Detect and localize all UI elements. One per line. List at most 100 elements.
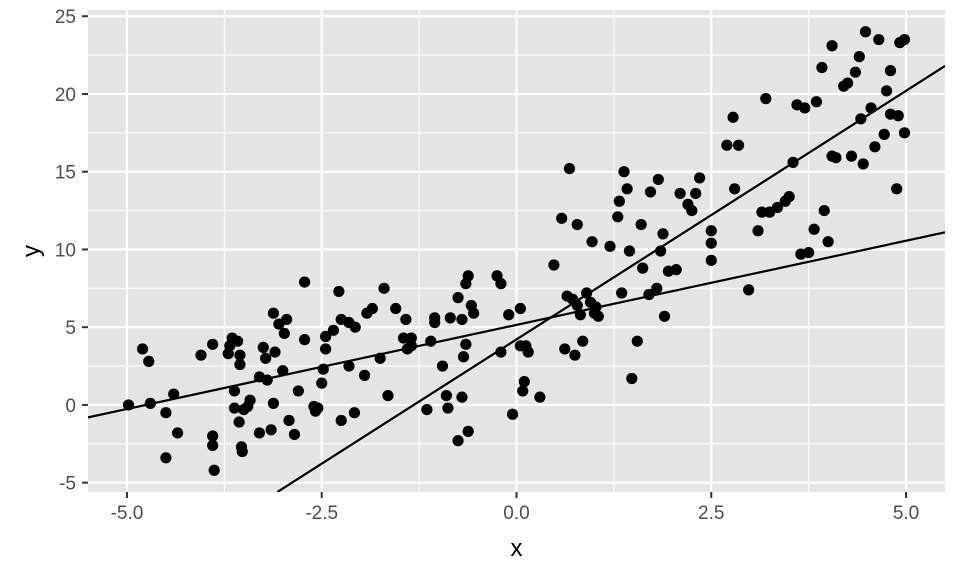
data-point [674, 187, 686, 200]
data-point [869, 141, 881, 153]
data-point [635, 218, 647, 231]
data-point [468, 307, 480, 319]
data-point [269, 346, 281, 358]
data-point [333, 285, 345, 298]
data-point [563, 162, 576, 175]
data-point [444, 312, 456, 324]
y-tick-label: -5 [59, 474, 76, 495]
data-point [288, 428, 301, 441]
regression-line [276, 65, 945, 492]
data-point [320, 343, 332, 355]
data-point [651, 282, 663, 294]
data-point [503, 309, 515, 321]
data-point [298, 276, 311, 288]
data-point [195, 349, 207, 361]
data-point [278, 327, 290, 340]
data-point [335, 414, 347, 427]
y-axis-title: y [18, 245, 45, 257]
data-point [760, 93, 772, 105]
data-point [548, 259, 560, 271]
data-point [613, 195, 625, 207]
data-point [878, 128, 890, 140]
data-point [231, 335, 244, 347]
data-point [612, 211, 624, 223]
y-tick-label: 15 [55, 163, 76, 184]
data-point [892, 110, 904, 122]
data-point [257, 341, 269, 353]
data-point [292, 385, 304, 397]
data-point [317, 363, 329, 375]
data-points [122, 26, 911, 476]
data-point [265, 424, 277, 436]
data-point [574, 309, 586, 321]
data-point [644, 186, 657, 198]
data-point [327, 324, 340, 336]
data-point [618, 166, 630, 178]
data-point [783, 190, 795, 203]
data-point [358, 369, 371, 381]
data-point [144, 397, 156, 409]
data-point [729, 183, 741, 195]
data-point [880, 85, 893, 97]
data-point [228, 402, 241, 414]
data-point [171, 427, 184, 439]
data-point [898, 127, 911, 139]
data-point [658, 310, 671, 322]
data-point [160, 452, 172, 464]
y-tick-label: 20 [55, 85, 76, 106]
data-point [320, 330, 332, 343]
data-point [853, 51, 865, 63]
data-point [690, 187, 702, 200]
data-point [787, 156, 799, 168]
data-point [456, 391, 468, 403]
x-axis-title: x [511, 535, 523, 562]
regression-line [88, 231, 945, 419]
data-point [592, 310, 604, 322]
data-point [771, 201, 784, 214]
data-point [604, 240, 616, 252]
data-point [577, 335, 589, 347]
data-point [207, 338, 219, 350]
data-point [522, 346, 534, 358]
data-point [405, 332, 417, 344]
x-tick-labels: -5.0 -2.5 0.0 2.5 5.0 [111, 503, 920, 524]
data-point [425, 335, 437, 347]
x-tick-label: -2.5 [305, 503, 338, 524]
axis-ticks [82, 15, 908, 498]
data-point [160, 407, 172, 419]
data-point [830, 152, 842, 164]
data-point [374, 352, 386, 364]
data-point [244, 394, 256, 406]
data-point [808, 223, 820, 235]
data-point [571, 299, 583, 312]
data-point [261, 374, 273, 386]
data-point [571, 218, 583, 231]
data-point [705, 237, 717, 249]
data-point [559, 343, 571, 355]
data-point [581, 287, 593, 299]
data-point [517, 385, 529, 397]
x-tick-label: 5.0 [893, 503, 919, 524]
plot-area [88, 26, 945, 492]
data-point [705, 225, 717, 237]
data-point [884, 65, 897, 77]
data-point [349, 321, 361, 333]
data-point [623, 245, 636, 257]
data-point [643, 288, 655, 301]
data-point [616, 287, 628, 299]
data-point [168, 388, 180, 400]
data-point [436, 360, 449, 372]
data-point [207, 439, 219, 451]
data-point [442, 402, 454, 414]
y-tick-label: 25 [55, 7, 76, 28]
data-point [898, 33, 911, 46]
data-point [842, 77, 854, 89]
data-point [495, 278, 507, 290]
data-point [283, 414, 295, 427]
data-point [799, 102, 811, 114]
data-point [873, 33, 885, 46]
data-point [743, 284, 755, 296]
data-point [686, 204, 698, 217]
data-point [207, 430, 219, 442]
